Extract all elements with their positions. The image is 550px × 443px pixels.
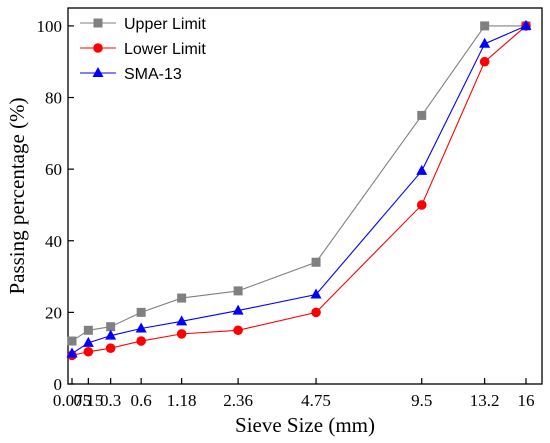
y-tick-label: 20 [45, 303, 62, 322]
legend-label: Lower Limit [124, 41, 206, 58]
y-tick-label: 40 [45, 232, 62, 251]
series-upper-limit [67, 21, 531, 346]
legend-marker [93, 43, 103, 53]
y-axis-ticks: 0 20 40 60 80 100 [37, 17, 74, 394]
data-point [310, 288, 322, 299]
y-tick-label: 0 [54, 375, 63, 394]
data-point [136, 336, 146, 346]
data-point [520, 19, 532, 30]
y-tick-label: 60 [45, 160, 62, 179]
data-point [417, 110, 427, 120]
data-point [82, 336, 94, 347]
data-point [479, 37, 491, 48]
x-tick-label: 2.36 [223, 391, 253, 410]
x-tick-label: 1.18 [167, 391, 197, 410]
series-layer [66, 19, 532, 361]
data-point [233, 286, 243, 296]
x-axis-title: Sieve Size (mm) [235, 413, 375, 437]
data-point [105, 329, 117, 340]
data-point [311, 257, 321, 267]
legend-marker [92, 67, 104, 77]
data-point [135, 322, 147, 333]
data-point [480, 21, 490, 31]
legend-marker [93, 18, 103, 28]
legend-label: Upper Limit [124, 16, 206, 33]
data-point [136, 307, 146, 317]
series-line [71, 25, 527, 355]
legend-label: SMA-13 [124, 66, 182, 83]
data-point [176, 315, 188, 326]
data-point [311, 307, 321, 318]
data-point [66, 347, 78, 358]
legend: Upper Limit Lower Limit SMA-13 [80, 16, 206, 83]
y-tick-label: 80 [45, 89, 62, 108]
data-point [67, 336, 77, 346]
x-tick-label: 4.75 [301, 391, 331, 410]
data-point [83, 325, 93, 335]
data-point [416, 164, 428, 175]
data-point [479, 56, 490, 67]
y-axis-title: Passing percentage (%) [5, 97, 29, 294]
data-point [105, 343, 116, 353]
series-line [71, 25, 526, 342]
data-point [106, 322, 116, 332]
plot-frame [67, 7, 543, 385]
series-sma-13 [66, 19, 532, 358]
x-tick-label: 0.6 [131, 391, 152, 410]
x-tick-label: 16 [518, 391, 535, 410]
x-tick-label: 13.2 [470, 391, 500, 410]
data-point [176, 329, 187, 339]
data-point [232, 304, 244, 315]
x-tick-label: 9.5 [411, 391, 432, 410]
series-line [71, 25, 527, 356]
data-point [416, 200, 427, 210]
y-tick-label: 100 [37, 17, 63, 36]
data-point [177, 293, 187, 303]
x-tick-label: 0.3 [100, 391, 121, 410]
data-point [83, 346, 94, 357]
data-point [233, 325, 243, 336]
x-tick-label: 0.075 [53, 391, 91, 410]
x-tick-label: 0.15 [73, 391, 103, 410]
